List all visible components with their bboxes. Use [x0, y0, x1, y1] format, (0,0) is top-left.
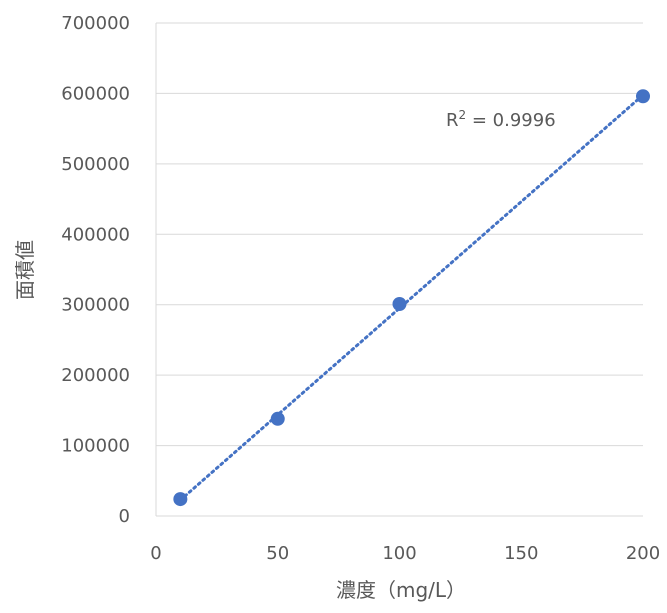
r-squared-suffix: = 0.9996	[466, 110, 556, 131]
x-tick-label: 150	[504, 543, 538, 564]
r-squared-annotation: R2 = 0.9996	[446, 108, 556, 131]
x-tick-label: 0	[150, 543, 161, 564]
x-tick-label: 200	[626, 543, 660, 564]
y-axis-title: 面積値	[13, 240, 37, 300]
r-squared-prefix: R	[446, 110, 459, 131]
x-axis-title: 濃度（mg/L）	[336, 578, 466, 602]
data-point	[173, 492, 188, 507]
y-tick-label: 400000	[61, 224, 130, 245]
tick-labels: 0 100000 200000 300000 400000 500000 600000 700…	[61, 13, 660, 564]
data-points	[173, 89, 650, 507]
axes	[155, 23, 643, 517]
trendline-group	[178, 93, 645, 502]
y-tick-label: 0	[119, 506, 130, 527]
data-point	[270, 411, 285, 426]
y-tick-label: 600000	[61, 83, 130, 104]
x-tick-label: 50	[266, 543, 289, 564]
y-tick-label: 300000	[61, 295, 130, 316]
gridlines	[156, 22, 643, 447]
data-point	[392, 297, 407, 312]
data-point	[636, 89, 650, 104]
x-tick-label: 100	[382, 543, 416, 564]
r-squared-superscript: 2	[459, 108, 467, 122]
y-tick-label: 200000	[61, 365, 130, 386]
trendline	[178, 93, 645, 502]
y-tick-label: 700000	[61, 13, 130, 34]
y-tick-label: 500000	[61, 154, 130, 175]
y-tick-label: 100000	[61, 436, 130, 457]
